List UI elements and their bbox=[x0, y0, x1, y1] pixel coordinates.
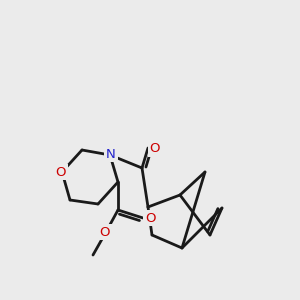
Text: O: O bbox=[145, 212, 155, 224]
Text: N: N bbox=[106, 148, 116, 160]
Text: O: O bbox=[150, 142, 160, 155]
Text: O: O bbox=[100, 226, 110, 238]
Text: O: O bbox=[56, 166, 66, 178]
